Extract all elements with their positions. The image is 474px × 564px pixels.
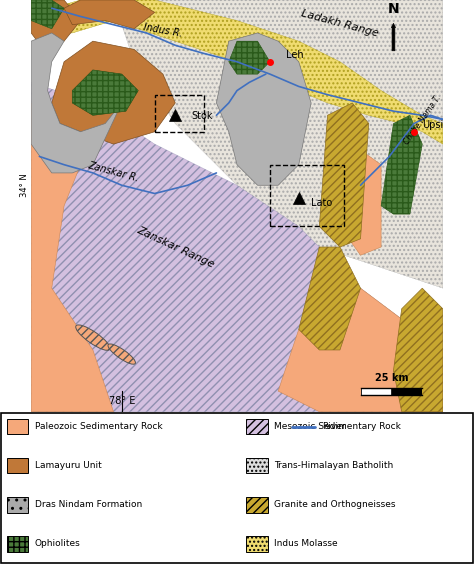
Bar: [361, 388, 392, 395]
Text: Lamayuru Unit: Lamayuru Unit: [35, 461, 101, 470]
Polygon shape: [319, 103, 369, 247]
Polygon shape: [229, 41, 270, 74]
Text: Indus Molasse: Indus Molasse: [274, 539, 337, 548]
Bar: [7, 458, 28, 473]
Polygon shape: [393, 288, 443, 412]
Text: Leh: Leh: [286, 50, 304, 60]
Text: N: N: [388, 2, 399, 16]
Polygon shape: [299, 247, 361, 350]
Polygon shape: [52, 41, 175, 144]
Text: River: River: [322, 422, 346, 431]
Text: Ophiolites: Ophiolites: [35, 539, 81, 548]
Polygon shape: [64, 0, 155, 29]
Text: Zanskar Range: Zanskar Range: [135, 225, 216, 270]
Bar: [246, 497, 268, 513]
Ellipse shape: [108, 344, 136, 364]
Text: Lato: Lato: [311, 198, 332, 208]
Bar: [361, 388, 422, 395]
Polygon shape: [113, 0, 443, 288]
Bar: [246, 536, 268, 552]
Polygon shape: [31, 0, 81, 50]
Text: Trans-Himalayan Batholith: Trans-Himalayan Batholith: [274, 461, 393, 470]
Polygon shape: [381, 115, 422, 214]
Text: Zanskar R.: Zanskar R.: [87, 160, 140, 183]
Bar: [246, 418, 268, 434]
Text: 78° E: 78° E: [109, 395, 135, 406]
Text: Upsi: Upsi: [422, 120, 444, 130]
Polygon shape: [31, 103, 113, 412]
Polygon shape: [52, 0, 443, 144]
Text: Paleozoic Sedimentary Rock: Paleozoic Sedimentary Rock: [35, 422, 162, 431]
Bar: [7, 497, 28, 513]
Polygon shape: [217, 33, 311, 185]
Text: 25 km: 25 km: [374, 373, 408, 383]
Bar: [155, 95, 204, 132]
Text: Indus R.: Indus R.: [143, 23, 183, 39]
Text: Stok: Stok: [191, 112, 213, 121]
Polygon shape: [31, 0, 64, 29]
Polygon shape: [278, 288, 443, 412]
Bar: [7, 418, 28, 434]
Ellipse shape: [76, 325, 110, 350]
Polygon shape: [73, 70, 138, 115]
Bar: [7, 536, 28, 552]
Text: Granite and Orthogneisses: Granite and Orthogneisses: [274, 500, 395, 509]
Text: Chabe Nama T.: Chabe Nama T.: [402, 94, 443, 146]
Polygon shape: [31, 33, 122, 173]
Polygon shape: [31, 82, 443, 412]
Polygon shape: [340, 144, 381, 255]
Text: 34° N: 34° N: [20, 173, 29, 197]
Polygon shape: [73, 70, 138, 115]
Bar: [246, 458, 268, 473]
Bar: [270, 165, 344, 226]
Text: Ladakh Range: Ladakh Range: [300, 8, 380, 38]
Text: Mesozoic Sedimentary Rock: Mesozoic Sedimentary Rock: [274, 422, 401, 431]
Text: Dras Nindam Formation: Dras Nindam Formation: [35, 500, 142, 509]
